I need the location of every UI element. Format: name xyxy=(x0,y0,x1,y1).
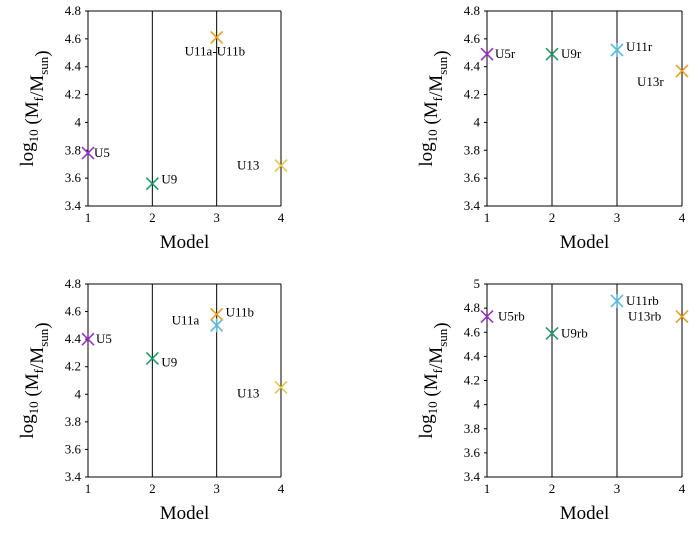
data-point-u11rb xyxy=(610,293,624,308)
y-tick-label: 4 xyxy=(474,397,481,412)
data-point-u11a xyxy=(210,318,224,333)
x-tick-label: 1 xyxy=(484,481,491,496)
point-label: U9rb xyxy=(561,325,588,340)
data-point-u5rb xyxy=(480,310,494,324)
x-tick-label: 4 xyxy=(679,210,686,225)
x-tick-label: 4 xyxy=(278,481,285,496)
x-tick-label: 2 xyxy=(149,481,156,496)
x-tick-label: 2 xyxy=(549,210,556,225)
data-point-u5r xyxy=(480,47,494,61)
y-tick-label: 4.8 xyxy=(65,3,81,18)
x-tick-label: 3 xyxy=(614,210,621,225)
y-tick-label: 4.4 xyxy=(65,59,82,74)
y-tick-label: 4.2 xyxy=(65,359,81,374)
y-axis-label: log10 (Mf/Msun) xyxy=(17,50,53,166)
point-label: U13 xyxy=(237,385,259,400)
y-tick-label: 4.8 xyxy=(65,276,81,291)
point-label: U11b xyxy=(226,304,254,319)
point-label: U11a-U11b xyxy=(185,43,245,58)
point-label: U11r xyxy=(626,39,653,54)
y-axis-label: log10 (Mf/Msun) xyxy=(416,322,452,438)
data-point-u5 xyxy=(81,146,95,160)
y-tick-label: 5 xyxy=(474,276,481,291)
y-tick-label: 4 xyxy=(75,386,82,401)
y-tick-label: 3.4 xyxy=(464,469,481,484)
data-point-u9r xyxy=(545,47,559,61)
data-point-u9 xyxy=(145,177,159,191)
x-tick-label: 3 xyxy=(213,210,220,225)
y-tick-label: 4.2 xyxy=(65,87,81,102)
y-tick-label: 4 xyxy=(474,114,481,129)
y-tick-label: 3.8 xyxy=(464,421,480,436)
x-tick-label: 4 xyxy=(278,210,285,225)
point-label: U13rb xyxy=(628,309,661,324)
data-point-u11r xyxy=(610,43,624,57)
x-tick-label: 3 xyxy=(213,481,220,496)
point-label: U5 xyxy=(94,145,110,160)
x-tick-label: 4 xyxy=(679,481,686,496)
y-tick-label: 3.6 xyxy=(464,170,481,185)
data-point-u13r xyxy=(675,64,689,78)
point-label: U13 xyxy=(237,158,259,173)
y-tick-label: 4.4 xyxy=(464,348,481,363)
y-tick-label: 4.6 xyxy=(464,31,481,46)
point-label: U5r xyxy=(495,46,516,61)
x-axis-label: Model xyxy=(160,232,210,253)
y-tick-label: 3.6 xyxy=(464,445,481,460)
point-label: U9r xyxy=(561,46,582,61)
point-label: U5 xyxy=(96,331,112,346)
data-point-u5 xyxy=(81,332,95,346)
point-label: U5rb xyxy=(498,309,525,324)
y-axis-label: log10 (Mf/Msun) xyxy=(416,50,452,166)
data-point-u13 xyxy=(274,380,288,394)
x-tick-label: 2 xyxy=(149,210,156,225)
point-label: U11rb xyxy=(626,293,659,308)
y-tick-label: 3.8 xyxy=(65,142,81,157)
data-point-u13 xyxy=(274,159,288,173)
y-tick-label: 3.8 xyxy=(65,414,81,429)
x-tick-label: 3 xyxy=(614,481,621,496)
point-label: U9 xyxy=(161,172,177,187)
y-tick-label: 3.4 xyxy=(464,198,481,213)
point-label: U13r xyxy=(637,74,664,89)
point-label: U9 xyxy=(161,354,177,369)
x-axis-label: Model xyxy=(160,503,210,524)
x-tick-label: 1 xyxy=(484,210,491,225)
y-tick-label: 3.4 xyxy=(65,198,82,213)
data-point-u11a-u11b xyxy=(210,30,224,45)
data-point-u9rb xyxy=(545,326,559,341)
y-tick-label: 4.2 xyxy=(464,87,480,102)
y-tick-label: 4 xyxy=(75,114,82,129)
data-point-u9 xyxy=(145,351,159,366)
y-tick-label: 4.6 xyxy=(65,304,82,319)
y-tick-label: 4.2 xyxy=(464,373,480,388)
data-point-u11b xyxy=(210,307,224,321)
y-tick-label: 3.8 xyxy=(464,142,480,157)
y-axis-label: log10 (Mf/Msun) xyxy=(17,322,53,438)
y-tick-label: 4.6 xyxy=(464,324,481,339)
x-tick-label: 2 xyxy=(549,481,556,496)
y-tick-label: 4.6 xyxy=(65,31,82,46)
x-tick-label: 1 xyxy=(85,210,92,225)
data-point-u13rb xyxy=(675,310,689,324)
y-tick-label: 3.6 xyxy=(65,441,82,456)
y-tick-label: 4.8 xyxy=(464,3,480,18)
y-tick-label: 4.4 xyxy=(464,59,481,74)
x-axis-label: Model xyxy=(560,503,610,524)
point-label: U11a xyxy=(172,312,200,327)
chart-panel-2: 1 2 3 4 3.4 3.6 3.8 4 4.2 4.4 4.6 4.8 Model log10 (Mf… xyxy=(416,3,689,253)
x-tick-label: 1 xyxy=(85,481,92,496)
chart-panel-1: 1 2 3 4 3.4 3.6 3.8 4 4.2 4.4 4.6 4.8 Model log10 (Mf… xyxy=(17,3,288,253)
x-axis-label: Model xyxy=(560,232,610,253)
y-tick-label: 4.4 xyxy=(65,331,82,346)
y-tick-label: 3.6 xyxy=(65,170,82,185)
chart-panel-4: 1 2 3 4 3.4 3.6 3.8 4 4.2 4.4 4.6 4.8 5 Model log10 (M… xyxy=(416,276,689,524)
y-tick-label: 4.8 xyxy=(464,300,480,315)
chart-panel-3: 1 2 3 4 3.4 3.6 3.8 4 4.2 4.4 4.6 4.8 Model log10 (Mf… xyxy=(17,276,288,524)
y-tick-label: 3.4 xyxy=(65,469,82,484)
